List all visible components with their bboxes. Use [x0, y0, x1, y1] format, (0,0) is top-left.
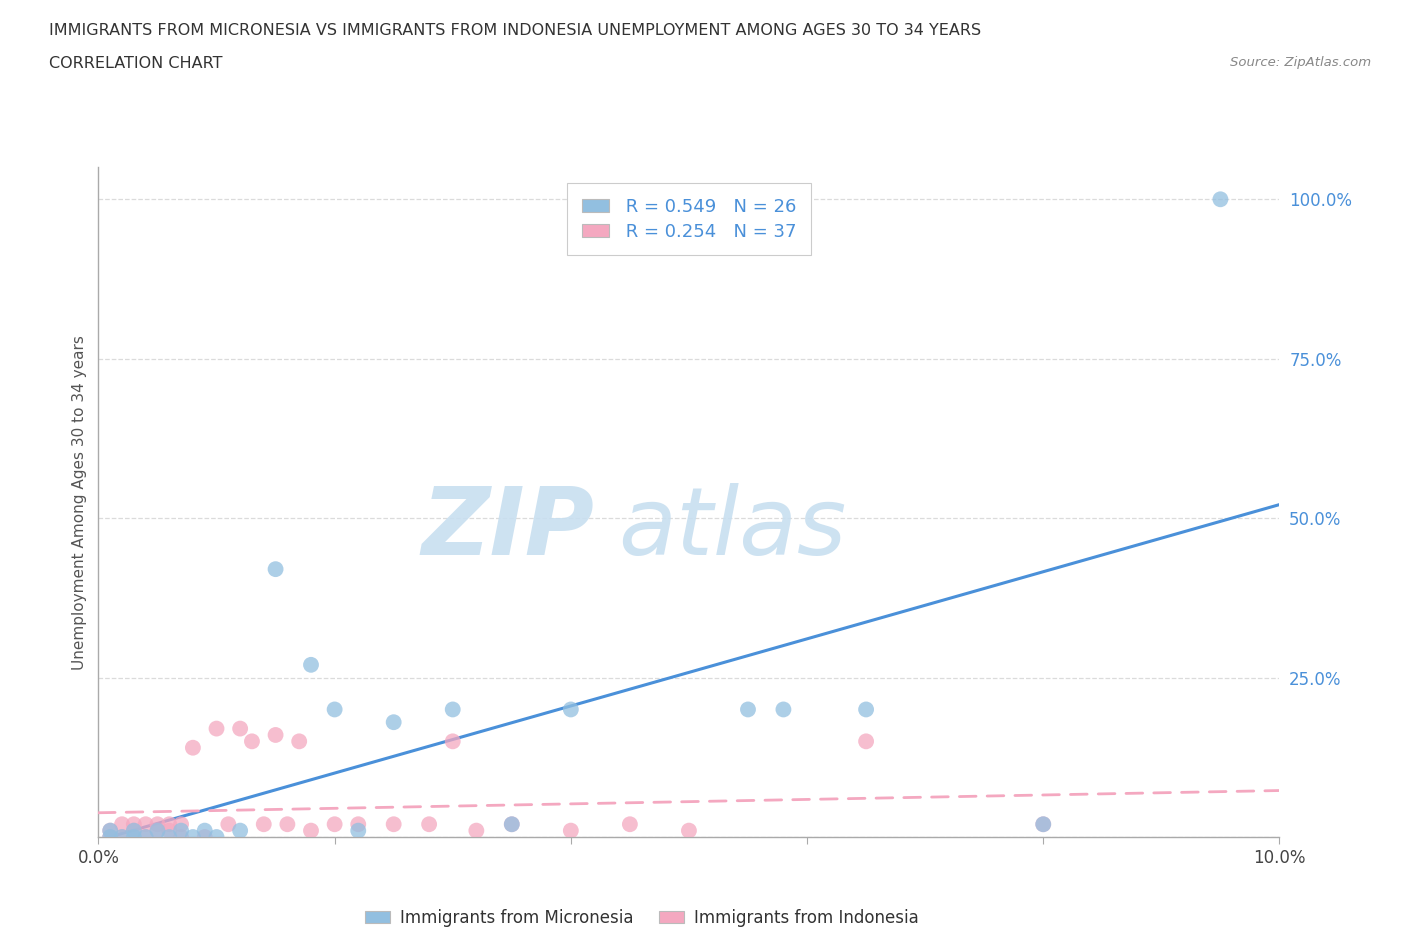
Point	[205, 721, 228, 736]
Point	[347, 817, 370, 831]
Point	[772, 702, 794, 717]
Text: CORRELATION CHART: CORRELATION CHART	[49, 56, 222, 71]
Point	[1032, 817, 1054, 831]
Point	[501, 817, 523, 831]
Point	[619, 817, 641, 831]
Point	[855, 734, 877, 749]
Point	[418, 817, 440, 831]
Point	[122, 817, 145, 831]
Point	[323, 817, 346, 831]
Point	[382, 715, 405, 730]
Point	[157, 830, 180, 844]
Point	[98, 823, 121, 838]
Point	[288, 734, 311, 749]
Point	[146, 823, 169, 838]
Point	[111, 830, 134, 844]
Point	[205, 830, 228, 844]
Point	[194, 830, 217, 844]
Point	[1209, 192, 1232, 206]
Point	[170, 823, 193, 838]
Point	[441, 702, 464, 717]
Point	[501, 817, 523, 831]
Point	[264, 562, 287, 577]
Point	[146, 823, 169, 838]
Point	[146, 817, 169, 831]
Point	[1032, 817, 1054, 831]
Point	[111, 830, 134, 844]
Point	[135, 817, 157, 831]
Point	[135, 830, 157, 844]
Text: atlas: atlas	[619, 484, 846, 575]
Point	[98, 823, 121, 838]
Point	[276, 817, 298, 831]
Point	[264, 727, 287, 742]
Point	[441, 734, 464, 749]
Point	[855, 702, 877, 717]
Point	[737, 702, 759, 717]
Point	[122, 823, 145, 838]
Point	[229, 721, 252, 736]
Point	[194, 823, 217, 838]
Point	[157, 823, 180, 838]
Point	[98, 830, 121, 844]
Point	[181, 830, 204, 844]
Point	[382, 817, 405, 831]
Point	[170, 830, 193, 844]
Point	[347, 823, 370, 838]
Y-axis label: Unemployment Among Ages 30 to 34 years: Unemployment Among Ages 30 to 34 years	[72, 335, 87, 670]
Point	[560, 823, 582, 838]
Legend: Immigrants from Micronesia, Immigrants from Indonesia: Immigrants from Micronesia, Immigrants f…	[359, 902, 925, 930]
Point	[170, 817, 193, 831]
Point	[240, 734, 263, 749]
Point	[157, 817, 180, 831]
Text: Source: ZipAtlas.com: Source: ZipAtlas.com	[1230, 56, 1371, 69]
Point	[217, 817, 239, 831]
Point	[253, 817, 276, 831]
Point	[678, 823, 700, 838]
Point	[122, 823, 145, 838]
Point	[465, 823, 488, 838]
Point	[122, 830, 145, 844]
Point	[229, 823, 252, 838]
Point	[181, 740, 204, 755]
Point	[323, 702, 346, 717]
Point	[98, 830, 121, 844]
Point	[560, 702, 582, 717]
Point	[299, 823, 322, 838]
Text: ZIP: ZIP	[422, 483, 595, 575]
Point	[135, 830, 157, 844]
Text: IMMIGRANTS FROM MICRONESIA VS IMMIGRANTS FROM INDONESIA UNEMPLOYMENT AMONG AGES : IMMIGRANTS FROM MICRONESIA VS IMMIGRANTS…	[49, 23, 981, 38]
Point	[299, 658, 322, 672]
Point	[111, 817, 134, 831]
